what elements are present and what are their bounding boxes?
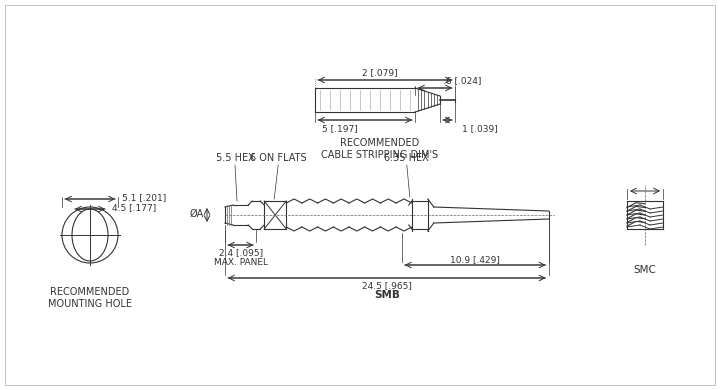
Text: SMB: SMB	[374, 290, 400, 300]
Text: .6 [.024]: .6 [.024]	[443, 76, 482, 85]
Text: 5.1 [.201]: 5.1 [.201]	[122, 193, 166, 202]
Text: 10.9 [.429]: 10.9 [.429]	[450, 255, 500, 264]
Text: ØA: ØA	[190, 209, 204, 219]
Text: 1 [.039]: 1 [.039]	[462, 124, 498, 133]
Text: 5.5 HEX: 5.5 HEX	[215, 153, 254, 163]
Text: 4.5 [.177]: 4.5 [.177]	[112, 204, 156, 213]
Text: 2.4 [.095]
MAX. PANEL: 2.4 [.095] MAX. PANEL	[214, 248, 268, 268]
Text: 6 ON FLATS: 6 ON FLATS	[250, 153, 307, 163]
Text: RECOMMENDED
CABLE STRIPPING DIM'S: RECOMMENDED CABLE STRIPPING DIM'S	[321, 138, 438, 160]
Text: 5 [.197]: 5 [.197]	[322, 124, 358, 133]
Text: 6.35 HEX: 6.35 HEX	[384, 153, 429, 163]
Text: SMC: SMC	[634, 265, 657, 275]
Text: RECOMMENDED
MOUNTING HOLE: RECOMMENDED MOUNTING HOLE	[48, 287, 132, 308]
Text: 2 [.079]: 2 [.079]	[362, 68, 398, 77]
Text: 24.5 [.965]: 24.5 [.965]	[362, 281, 412, 290]
